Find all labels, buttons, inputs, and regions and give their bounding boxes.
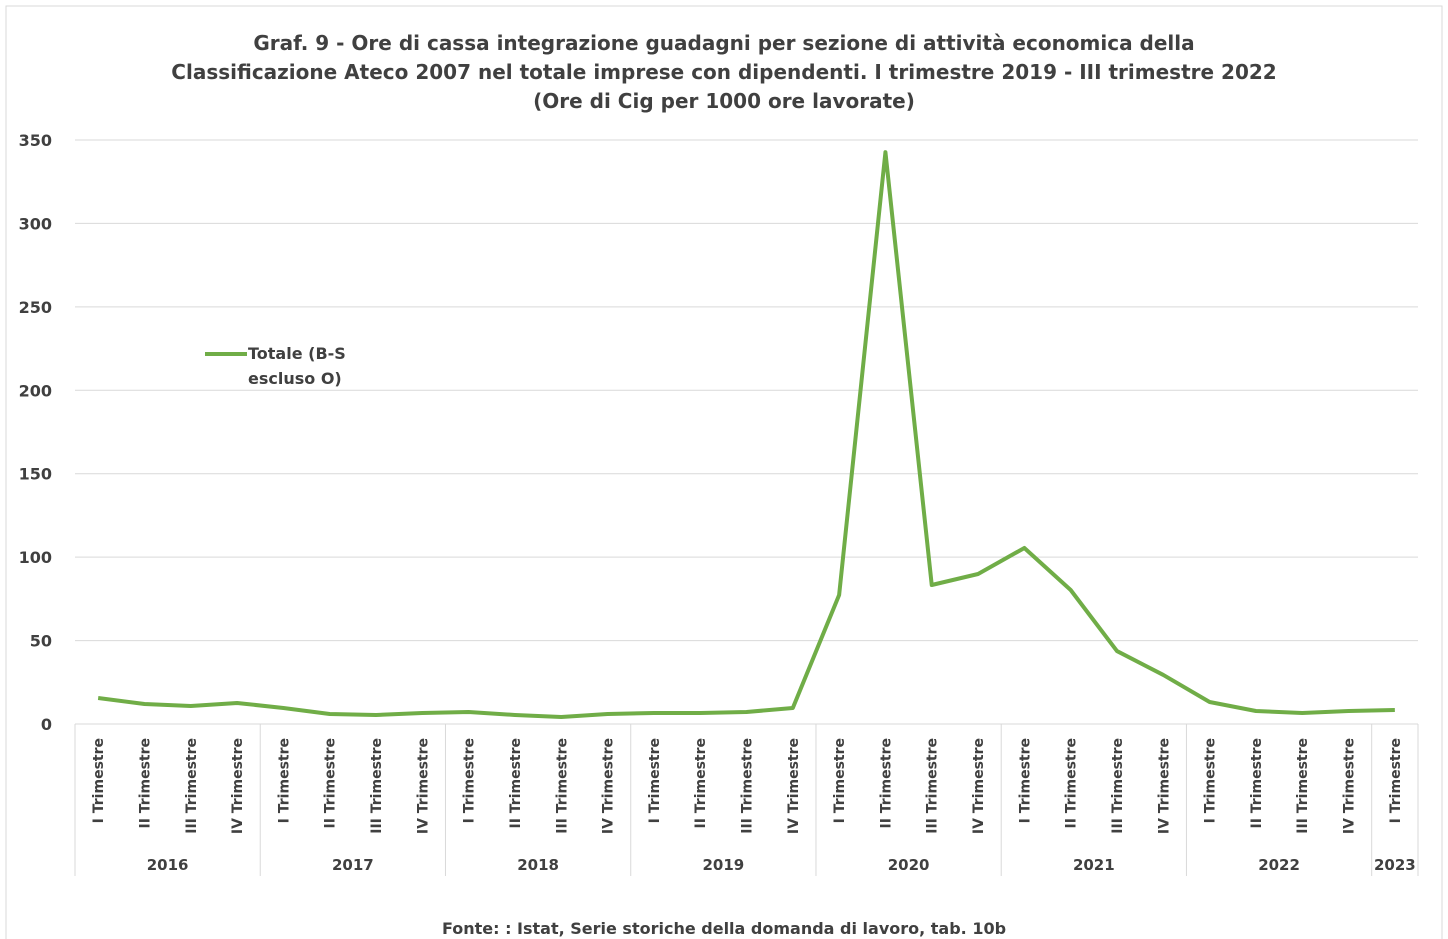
x-tick-label: III Trimestre <box>554 738 570 834</box>
x-tick-label: IV Trimestre <box>786 738 802 834</box>
y-tick-label: 250 <box>19 298 52 317</box>
x-tick-label: IV Trimestre <box>971 738 987 834</box>
x-tick-label: II Trimestre <box>1249 738 1265 829</box>
x-tick-label: I Trimestre <box>462 738 478 823</box>
x-tick-label: I Trimestre <box>1203 738 1219 823</box>
x-tick-label: II Trimestre <box>323 738 339 829</box>
x-tick-label: IV Trimestre <box>1156 738 1172 834</box>
x-tick-label: IV Trimestre <box>1342 738 1358 834</box>
x-tick-label: I Trimestre <box>276 738 292 823</box>
x-tick-label: II Trimestre <box>878 738 894 829</box>
x-tick-label: II Trimestre <box>137 738 153 829</box>
y-tick-label: 50 <box>30 632 52 651</box>
line-series <box>97 150 1395 719</box>
x-tick-label: III Trimestre <box>369 738 385 834</box>
x-tick-label: II Trimestre <box>693 738 709 829</box>
x-tick-label: IV Trimestre <box>415 738 431 834</box>
legend-label: Totale (B-S escluso O) <box>248 344 346 388</box>
chart-title: Graf. 9 - Ore di cassa integrazione guad… <box>253 31 1194 55</box>
x-group-label: 2022 <box>1258 856 1300 874</box>
x-tick-label: I Trimestre <box>91 738 107 823</box>
x-tick-label: I Trimestre <box>1017 738 1033 823</box>
x-group-label: 2020 <box>888 856 930 874</box>
chart-title: (Ore di Cig per 1000 ore lavorate) <box>533 89 915 113</box>
x-tick-label: III Trimestre <box>1110 738 1126 834</box>
y-tick-label: 200 <box>19 381 52 400</box>
x-tick-label: III Trimestre <box>184 738 200 834</box>
x-tick-label: IV Trimestre <box>601 738 617 834</box>
x-group-label: 2018 <box>517 856 559 874</box>
x-tick-label: II Trimestre <box>1064 738 1080 829</box>
x-group-label: 2019 <box>702 856 744 874</box>
source-note: Fonte: : Istat, Serie storiche della dom… <box>442 919 1006 938</box>
y-tick-label: 300 <box>19 214 52 233</box>
chart-title: Classificazione Ateco 2007 nel totale im… <box>171 60 1276 84</box>
x-tick-label: I Trimestre <box>647 738 663 823</box>
y-tick-label: 100 <box>19 548 52 567</box>
x-group-label: 2016 <box>147 856 189 874</box>
x-group-label: 2023 <box>1374 856 1416 874</box>
y-tick-label: 150 <box>19 465 52 484</box>
x-tick-label: III Trimestre <box>740 738 756 834</box>
x-group-label: 2021 <box>1073 856 1115 874</box>
chart-frame <box>5 5 1443 939</box>
x-tick-label: IV Trimestre <box>230 738 246 834</box>
y-tick-label: 350 <box>19 131 52 150</box>
x-tick-label: I Trimestre <box>1388 738 1404 823</box>
x-group-label: 2017 <box>332 856 374 874</box>
x-tick-label: I Trimestre <box>832 738 848 823</box>
x-tick-label: III Trimestre <box>925 738 941 834</box>
y-tick-label: 0 <box>41 715 52 734</box>
x-tick-label: III Trimestre <box>1295 738 1311 834</box>
x-tick-label: II Trimestre <box>508 738 524 829</box>
